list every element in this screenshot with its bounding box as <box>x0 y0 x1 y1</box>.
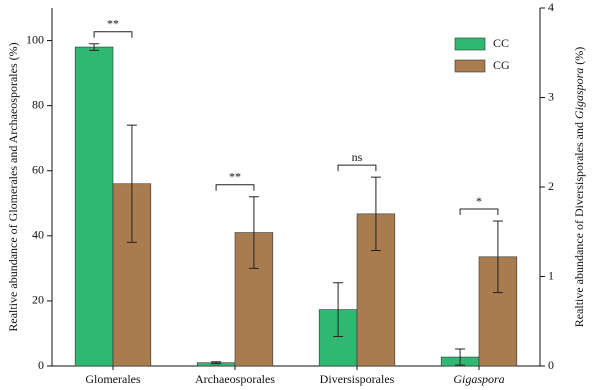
error-bar <box>492 220 503 294</box>
significance-bracket <box>93 31 133 38</box>
x-tick-label: Gigaspora <box>453 372 504 386</box>
significance-label: * <box>476 194 482 208</box>
y-axis-title: Realtive abundance of Glomerales and Arc… <box>6 42 20 331</box>
y2-tick-label: 1 <box>548 268 554 282</box>
significance-label: ns <box>352 150 363 164</box>
y-tick-label: 20 <box>32 293 44 307</box>
y2-tick-label: 4 <box>548 0 554 14</box>
y-tick-label: 100 <box>26 32 44 46</box>
y2-tick-label: 0 <box>548 358 554 372</box>
error-bar <box>370 176 381 252</box>
error-bar <box>89 43 100 51</box>
significance-label: ** <box>229 170 241 184</box>
significance-bracket <box>215 184 255 191</box>
legend-label: CG <box>493 58 510 72</box>
legend-swatch <box>454 59 486 73</box>
y2-tick-label: 2 <box>548 179 554 193</box>
significance-bracket <box>337 164 377 172</box>
y-tick-label: 40 <box>32 228 44 242</box>
y2-axis-title: Realtive abundance of Diversisporales an… <box>572 47 586 328</box>
x-tick-label: Archaeosporales <box>195 372 275 386</box>
x-tick-label: Diversisporales <box>320 372 395 386</box>
legend-swatch <box>454 37 486 51</box>
legend-label: CC <box>493 36 509 50</box>
error-bar <box>211 361 222 365</box>
x-tick-label: Glomerales <box>85 372 141 386</box>
error-bar <box>455 348 466 366</box>
error-bar <box>333 282 344 337</box>
significance-label: ** <box>107 17 119 31</box>
y2-tick-label: 3 <box>548 89 554 103</box>
significance-bracket <box>459 208 499 216</box>
y2-axis-title-part: (%) <box>572 47 586 68</box>
y2-axis-title-part: Gigaspora <box>572 68 586 119</box>
bar <box>74 46 114 367</box>
y-tick-label: 60 <box>32 162 44 176</box>
y-tick-label: 0 <box>38 358 44 372</box>
error-bar <box>126 124 137 243</box>
error-bar <box>248 196 259 269</box>
y2-axis-title-part: Realtive abundance of Diversisporales an… <box>572 119 586 327</box>
y-tick-label: 80 <box>32 97 44 111</box>
